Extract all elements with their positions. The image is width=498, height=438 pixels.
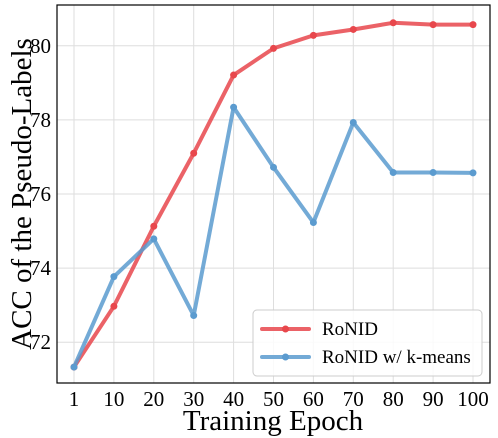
y-tick-label: 80 — [30, 34, 51, 58]
x-tick-label: 30 — [183, 387, 204, 411]
x-tick-label: 80 — [383, 387, 404, 411]
series-1-point — [230, 103, 238, 111]
series-0-point — [270, 44, 277, 52]
series-0-point — [389, 19, 397, 27]
x-tick-label: 90 — [423, 387, 444, 411]
y-axis-label: ACC of the Pseudo-Labels — [6, 38, 38, 350]
series-1-point — [389, 169, 397, 177]
legend: RoNID RoNID w/ k-means — [252, 309, 483, 377]
x-tick-label: 50 — [263, 387, 284, 411]
series-0-point — [309, 31, 317, 39]
series-1-point — [309, 219, 317, 227]
legend-items: RoNID RoNID w/ k-means — [260, 319, 471, 368]
series-1-point — [349, 118, 357, 126]
series-1-point — [110, 273, 118, 281]
series-0-point — [429, 21, 437, 29]
x-tick-label: 60 — [303, 387, 324, 411]
legend-label-0: RoNID — [322, 319, 378, 340]
y-tick-label: 74 — [30, 256, 52, 280]
x-tick-label: 70 — [343, 387, 364, 411]
y-tick-label: 72 — [30, 330, 51, 354]
series-0-point — [110, 302, 118, 310]
series-1-point — [190, 312, 198, 320]
x-tick-label: 20 — [143, 387, 164, 411]
legend-marker-0 — [282, 325, 289, 333]
series-1-point — [150, 235, 158, 243]
series-1-point — [469, 169, 477, 177]
x-tick-label: 100 — [457, 387, 489, 411]
series-1-point — [270, 163, 277, 171]
plot-frame — [56, 4, 491, 384]
series-0-point — [230, 71, 238, 79]
x-tick-label: 10 — [103, 387, 124, 411]
series-1-point — [70, 363, 78, 371]
legend-marker-1 — [282, 353, 289, 361]
y-axis-ticks: 72 74 76 78 80 — [30, 34, 52, 354]
y-tick-label: 78 — [30, 108, 51, 132]
legend-label-1: RoNID w/ k-means — [322, 347, 471, 368]
series-lines — [70, 19, 477, 371]
series-1-point — [429, 169, 437, 177]
series-0-point — [190, 149, 198, 157]
series-0-point — [469, 21, 477, 29]
legend-box — [252, 309, 483, 377]
x-tick-label: 40 — [223, 387, 244, 411]
series-0-point — [150, 222, 158, 230]
x-tick-label: 1 — [69, 387, 80, 411]
y-tick-label: 76 — [30, 182, 51, 206]
x-axis-ticks: 1 10 20 30 40 50 60 70 80 90 100 — [69, 387, 489, 411]
x-axis-label: Training Epoch — [183, 405, 364, 437]
series-0-point — [349, 25, 357, 33]
